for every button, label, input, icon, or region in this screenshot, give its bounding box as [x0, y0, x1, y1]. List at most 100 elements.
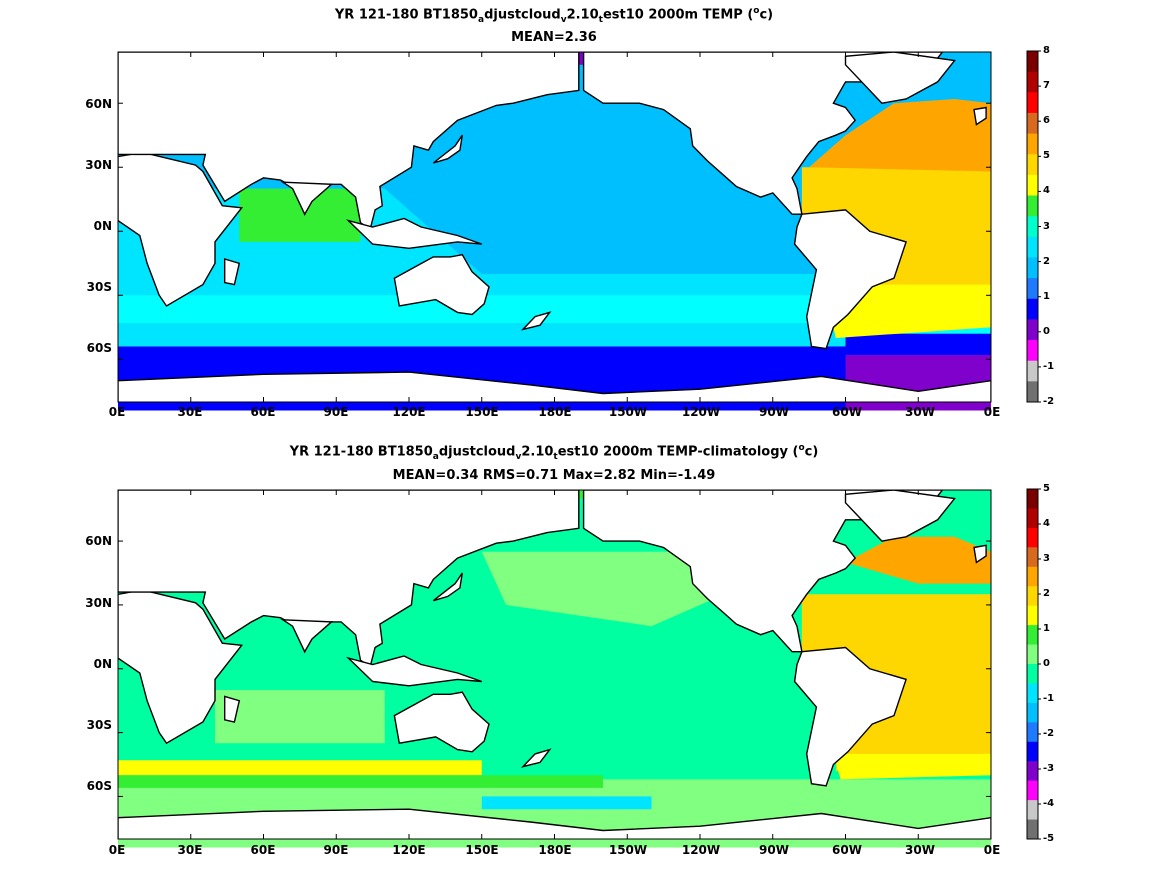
- panel2-land-greenland: [844, 490, 956, 542]
- panel1-xtick: 60E: [250, 405, 276, 419]
- panel2-colorbar-swatch: [1027, 761, 1038, 782]
- panel2-xtick: 0E: [983, 843, 1001, 857]
- panel1-xtick: 30W: [905, 405, 935, 419]
- panel2-colorbar-swatch: [1027, 605, 1038, 626]
- panel1-xtick: 180E: [538, 405, 572, 419]
- panel2-colorbar-swatch: [1027, 702, 1038, 723]
- panel1-colorbar-swatch: [1027, 257, 1038, 279]
- panel1-colorbar-label: 8: [1043, 45, 1050, 56]
- panel2-colorbar-swatch: [1027, 722, 1038, 743]
- panel2-colorbar-swatch: [1027, 489, 1038, 509]
- panel2-land-africa: [118, 589, 244, 745]
- panel2-xtick: 90E: [323, 843, 349, 857]
- panel1-land-greenland: [844, 52, 956, 104]
- panel2-xtick: 150E: [465, 843, 499, 857]
- panel1-land-namerica: [582, 52, 944, 215]
- p2-bgreen-field: [118, 775, 603, 788]
- panel2-colorbar-swatch: [1027, 683, 1038, 704]
- panel1-ytick: 30N: [85, 158, 112, 172]
- panel1-land-japan: [432, 134, 463, 164]
- panel1-colorbar-swatch: [1027, 381, 1038, 403]
- panel2-colorbar-label: -5: [1043, 833, 1055, 844]
- panel2-land-samerica: [793, 646, 907, 787]
- panel2-colorbar-swatch: [1027, 547, 1038, 568]
- panel1-colorbar-swatch: [1027, 112, 1038, 135]
- panel1-colorbar-swatch: [1027, 51, 1038, 73]
- panel1-xtick: 150E: [465, 405, 499, 419]
- panel2-ytick: 60N: [85, 534, 112, 548]
- panel1-xtick: 90W: [759, 405, 789, 419]
- panel1-ytick: 0N: [93, 219, 112, 233]
- panel1-colorbar-swatch: [1027, 133, 1038, 155]
- panel2-land-eurasia: [118, 490, 580, 668]
- p2-band-field: [118, 760, 482, 776]
- panel2-colorbar-label: -4: [1043, 798, 1055, 809]
- panel2-title: YR 121-180 BT1850adjustcloudv2.10test10 …: [289, 443, 819, 462]
- panel1-xtick: 60W: [832, 405, 862, 419]
- p2-cyan-field: [481, 796, 652, 810]
- panel1-ytick: 60N: [85, 97, 112, 111]
- panel1-xtick: 120W: [681, 405, 721, 419]
- panel1-colorbar-swatch: [1027, 216, 1038, 238]
- p2-satl-band: [833, 753, 991, 780]
- panel2-colorbar-swatch: [1027, 508, 1038, 529]
- panel1-xtick: 90E: [323, 405, 349, 419]
- p2-green-field: [481, 551, 725, 627]
- panel2-xtick: 60W: [832, 843, 862, 857]
- panel1-colorbar-swatch: [1027, 236, 1038, 258]
- panel2-land-madagascar: [223, 695, 241, 723]
- panel2-xtick: 60E: [250, 843, 276, 857]
- panel1-colorbar-swatch: [1027, 298, 1038, 320]
- panel1-land-eurasia: [118, 52, 580, 231]
- p2-indian-green: [215, 690, 385, 744]
- panel1-land-india: [280, 181, 334, 216]
- panel2-colorbar-label: -3: [1043, 763, 1055, 774]
- panel1-colorbar-swatch: [1027, 154, 1038, 176]
- panel1-colorbar-label: 6: [1043, 115, 1050, 126]
- panel1-ytick: 30S: [86, 280, 112, 294]
- panel1-colorbar-swatch: [1027, 92, 1038, 114]
- panel1-land-madagascar: [223, 258, 241, 286]
- panel2-colorbar-swatch: [1027, 664, 1038, 684]
- panel2-colorbar-swatch: [1027, 800, 1038, 821]
- panel2-colorbar-swatch: [1027, 780, 1038, 801]
- panel2-xtick: 90W: [759, 843, 789, 857]
- panel2-colorbar-label: 3: [1043, 553, 1050, 564]
- panel1-colorbar-label: 0: [1043, 326, 1050, 337]
- panel1-land-nz: [520, 311, 552, 331]
- panel1-colorbar-swatch: [1027, 174, 1038, 197]
- panel2-ytick: 30S: [86, 718, 112, 732]
- panel1-xtick: 0E: [983, 405, 1001, 419]
- panel2-land-uk: [973, 544, 987, 564]
- panel1-xtick: 150W: [608, 405, 648, 419]
- p1-atlantic-mid: [801, 167, 991, 285]
- panel2-land-nz: [520, 748, 552, 768]
- panel2-colorbar-label: 5: [1043, 483, 1050, 494]
- panel1-colorbar-label: 2: [1043, 256, 1050, 267]
- panel2-xtick: 0E: [108, 843, 126, 857]
- panel2-land-antarctica: [118, 808, 991, 839]
- panel2-colorbar-label: 1: [1043, 623, 1050, 634]
- panel1-ytick: 60S: [86, 341, 112, 355]
- panel2-colorbar-label: 4: [1043, 518, 1050, 529]
- panel1-land-africa: [118, 151, 244, 307]
- p1-natl-field: [809, 99, 991, 172]
- panel2-land-india: [280, 618, 334, 654]
- panel2-xtick: 30E: [177, 843, 203, 857]
- panel2-xtick: 30W: [905, 843, 935, 857]
- p1-southmid-field: [118, 323, 846, 347]
- p2-natl-field: [845, 536, 991, 584]
- panel1-xtick: 30E: [177, 405, 203, 419]
- panel2-land-australia: [393, 691, 490, 753]
- panel1-colorbar-swatch: [1027, 195, 1038, 217]
- panel2-colorbar-label: -2: [1043, 728, 1055, 739]
- panel2-xtick: 180E: [538, 843, 572, 857]
- panel2-ytick: 60S: [86, 779, 112, 793]
- panel2-land-indonesia: [345, 655, 483, 687]
- panel1-colorbar-label: 7: [1043, 80, 1050, 91]
- panel1-colorbar-label: 1: [1043, 291, 1050, 302]
- panel1-colorbar-swatch: [1027, 71, 1038, 93]
- p1-green-field: [239, 188, 361, 242]
- panel1-colorbar-label: 3: [1043, 221, 1050, 232]
- panel1-colorbar-label: -1: [1043, 361, 1055, 372]
